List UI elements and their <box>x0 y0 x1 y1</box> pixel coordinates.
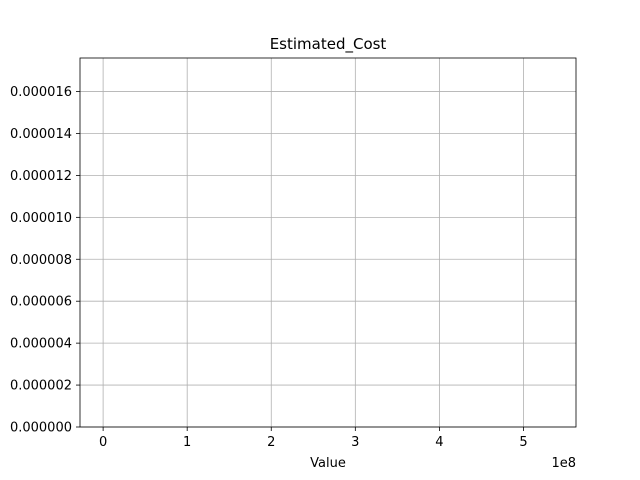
y-tick-label: 0.000012 <box>10 169 72 184</box>
plot-area-frame <box>79 57 577 428</box>
x-tick-label: 1 <box>183 435 191 450</box>
tick-labels: 0 1 2 3 4 5 0.000000 0.000002 0.000004 0.000006 0.… <box>10 85 528 450</box>
x-tick-label: 0 <box>99 435 107 450</box>
x-axis-label: Value <box>310 456 346 471</box>
y-tick-label: 0.000000 <box>10 421 72 436</box>
grid-lines <box>80 58 576 428</box>
x-tick-label: 5 <box>519 435 527 450</box>
x-axis-offset-label: 1e8 <box>551 456 576 471</box>
y-tick-label: 0.000010 <box>10 211 72 226</box>
y-tick-label: 0.000002 <box>10 379 72 394</box>
x-tick-label: 4 <box>435 435 443 450</box>
x-tick-label: 2 <box>267 435 275 450</box>
x-tick-label: 3 <box>351 435 359 450</box>
y-tick-label: 0.000014 <box>10 127 72 142</box>
tick-marks <box>76 91 524 431</box>
y-tick-label: 0.000004 <box>10 337 72 352</box>
chart-title: Estimated_Cost <box>270 35 387 54</box>
y-tick-label: 0.000006 <box>10 295 72 310</box>
y-tick-label: 0.000016 <box>10 85 72 100</box>
y-tick-label: 0.000008 <box>10 253 72 268</box>
